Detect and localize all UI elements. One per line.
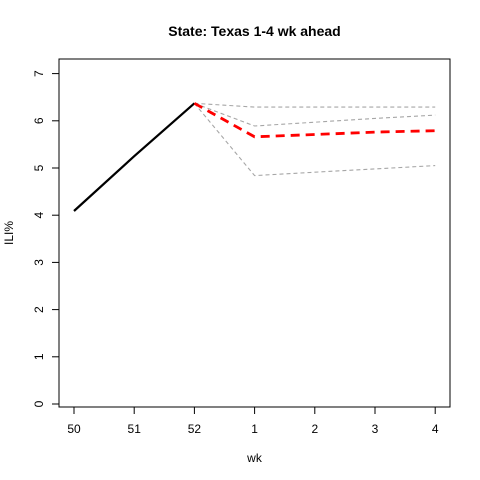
x-tick-label: 2 [311, 422, 318, 436]
interval-line [193, 102, 436, 177]
x-tick-label: 52 [188, 422, 202, 436]
interval-line [194, 102, 436, 108]
x-tick-label: 50 [67, 422, 81, 436]
y-tick-label: 6 [32, 117, 46, 124]
y-tick-label: 2 [32, 306, 46, 313]
x-tick-label: 51 [128, 422, 142, 436]
x-axis-title: wk [246, 451, 263, 465]
y-tick-label: 3 [32, 259, 46, 266]
y-axis-title: ILI% [2, 221, 16, 245]
x-axis: 50 51 52 1 2 3 4 [67, 406, 439, 436]
chart-title: State: Texas 1-4 wk ahead [168, 23, 340, 39]
y-tick-label: 0 [32, 400, 46, 407]
y-tick-label: 1 [32, 353, 46, 360]
x-tick-label: 3 [372, 422, 379, 436]
series-layer [73, 102, 436, 212]
x-tick-label: 4 [432, 422, 439, 436]
forecast-line [193, 102, 436, 139]
plot-box [58, 58, 451, 408]
interval-line [194, 102, 436, 127]
y-tick-label: 4 [32, 212, 46, 219]
y-axis: 0 1 2 3 4 5 6 7 [32, 70, 60, 407]
y-tick-label: 5 [32, 164, 46, 171]
x-tick-label: 1 [251, 422, 258, 436]
y-tick-label: 7 [32, 70, 46, 77]
observed-line [73, 102, 196, 212]
